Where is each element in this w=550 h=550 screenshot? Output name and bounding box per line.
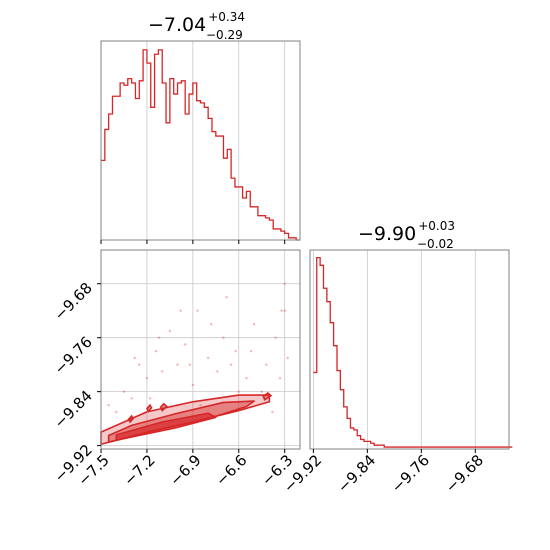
histogram-panel-param-1: −7.04 +0.34 −0.29 xyxy=(100,10,301,244)
scatter-point xyxy=(222,336,225,339)
tick-label-x-2: −9.76 xyxy=(388,451,433,496)
scatter-point xyxy=(179,309,182,312)
histogram-step-line xyxy=(101,49,300,241)
frame-hist-param-2 xyxy=(309,249,510,450)
scatter-point xyxy=(283,282,286,285)
tick-label-y-1: −9.76 xyxy=(51,333,96,378)
scatter-point xyxy=(280,309,283,312)
tick-label-x-1: −9.84 xyxy=(334,451,379,496)
scatter-point xyxy=(274,336,277,339)
scatter-point xyxy=(168,329,172,333)
scatter-point xyxy=(188,363,191,366)
scatter-point xyxy=(122,390,126,393)
grid-hist-param-1 xyxy=(100,41,286,240)
scatter-point xyxy=(225,296,228,299)
joint-panel: −7.5 −7.2 −6.9 −6.6 −6.3−9.68−9.76−9.84−9.92 xyxy=(51,249,301,490)
histogram-param-1 xyxy=(101,49,300,241)
scatter-point xyxy=(216,370,219,373)
scatter-point xyxy=(148,397,152,400)
scatter-point xyxy=(249,349,253,353)
scatter-point xyxy=(265,363,268,366)
frame-joint xyxy=(100,249,301,450)
scatter-points xyxy=(107,282,289,414)
scatter-point xyxy=(176,363,179,366)
contour-island-1 xyxy=(127,414,135,424)
scatter-point xyxy=(154,349,158,353)
tick-label-y-2: −9.84 xyxy=(51,387,96,432)
histogram-panel-param-2: −9.90 +0.03 −0.02 −9.92 −9.84 −9.76 −9.68 xyxy=(280,219,513,496)
frame-hist-param-1 xyxy=(100,40,301,241)
scatter-point xyxy=(229,363,233,366)
ticks-hist-param-2: −9.92 −9.84 −9.76 −9.68 xyxy=(280,449,487,496)
scatter-point xyxy=(199,403,202,407)
scatter-point xyxy=(107,403,110,407)
tick-label-x-3: −9.68 xyxy=(442,451,487,496)
tick-label-x-2: −6.9 xyxy=(166,451,204,489)
scatter-point xyxy=(115,410,118,414)
histogram-param-2 xyxy=(313,257,513,448)
tick-label-y-0: −9.68 xyxy=(51,279,96,324)
scatter-point xyxy=(286,356,289,360)
scatter-point xyxy=(191,383,195,387)
scatter-point xyxy=(157,336,161,339)
grid-hist-param-2 xyxy=(312,250,476,449)
scatter-point xyxy=(271,410,274,414)
scatter-point xyxy=(133,356,136,360)
scatter-point xyxy=(206,356,210,360)
scatter-point xyxy=(283,309,286,312)
title-param-1: −7.04 +0.34 −0.29 xyxy=(148,10,245,42)
ticks-hist-param-1 xyxy=(100,240,286,244)
contour-island-3 xyxy=(159,402,169,412)
scatter-point xyxy=(237,390,240,393)
scatter-point xyxy=(161,370,164,373)
contour-island-4 xyxy=(262,391,273,401)
scatter-point xyxy=(183,343,187,346)
title-param-2: −9.90 +0.03 −0.02 xyxy=(358,219,455,251)
tick-label-x-1: −7.2 xyxy=(120,451,158,489)
scatter-point xyxy=(278,376,282,380)
scatter-point xyxy=(130,397,133,400)
scatter-point xyxy=(260,390,263,393)
scatter-point xyxy=(138,363,141,366)
contours xyxy=(100,391,273,446)
scatter-point xyxy=(245,376,248,380)
scatter-point xyxy=(196,309,199,312)
contour-level-3 xyxy=(115,412,217,442)
scatter-point xyxy=(145,376,149,380)
histogram-step-line xyxy=(313,257,513,448)
ticks-joint: −7.5 −7.2 −6.9 −6.6 −6.3−9.68−9.76−9.84−9.92 xyxy=(51,279,297,490)
scatter-point xyxy=(210,323,213,326)
contour-island-2 xyxy=(145,403,153,413)
tick-label-x-3: −6.6 xyxy=(212,451,250,489)
scatter-point xyxy=(234,349,237,353)
scatter-point xyxy=(252,323,256,326)
